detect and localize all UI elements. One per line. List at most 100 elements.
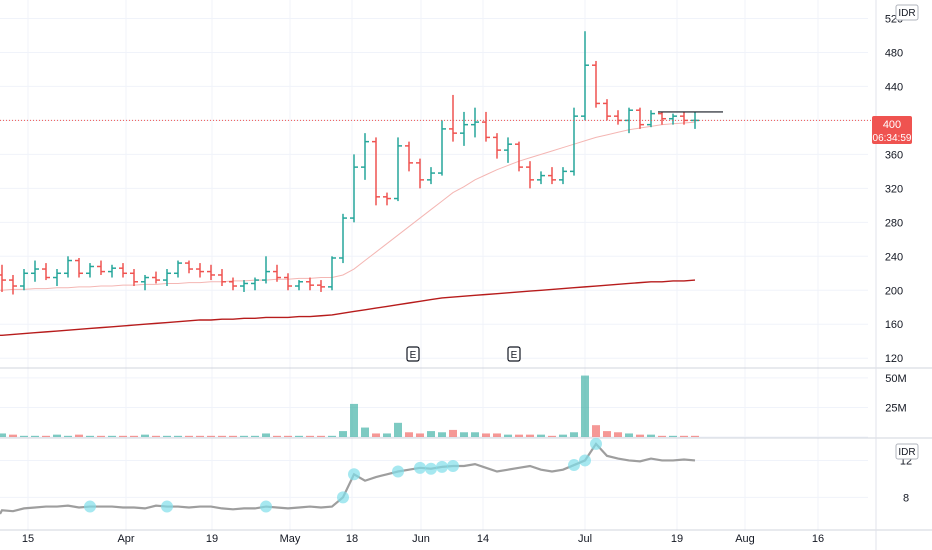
volume-bar — [306, 435, 314, 437]
price-bar — [416, 158, 424, 189]
price-bar — [75, 257, 83, 278]
earnings-marker[interactable]: E — [507, 346, 521, 362]
volume-bar — [251, 435, 259, 437]
volume-tick-label: 25M — [885, 402, 906, 414]
volume-bar — [405, 432, 413, 437]
volume-bar — [42, 435, 50, 437]
price-tick-label: 120 — [885, 353, 903, 365]
indicator-tick-label: 8 — [903, 492, 909, 504]
price-bar — [614, 110, 622, 125]
volume-bar — [658, 435, 666, 437]
moving-average-long — [0, 279, 696, 336]
time-tick-label: Aug — [735, 533, 755, 545]
volume-bar — [53, 434, 61, 437]
currency-badge[interactable]: IDR — [895, 4, 919, 21]
indicator-signal-marker — [425, 462, 437, 475]
last-price-label: 400 06:34:59 — [872, 116, 912, 144]
volume-bar — [361, 427, 369, 437]
volume-bar — [504, 434, 512, 437]
price-tick-label: 480 — [885, 47, 903, 59]
volume-bar — [570, 432, 578, 437]
price-bar — [449, 94, 457, 142]
volume-bar — [97, 435, 105, 437]
volume-bar — [460, 432, 468, 437]
ma-short-line — [0, 121, 696, 291]
volume-bar — [152, 435, 160, 437]
volume-bar — [669, 435, 677, 437]
indicator-signal-marker — [447, 459, 459, 472]
time-tick-label: Jun — [412, 533, 430, 545]
price-bar — [537, 171, 545, 185]
time-tick-label: Jul — [578, 533, 592, 545]
price-bar — [295, 280, 303, 291]
volume-bar — [416, 433, 424, 437]
volume-bar — [317, 435, 325, 437]
price-bar — [273, 264, 281, 282]
price-bar — [658, 111, 666, 125]
indicator-signal-marker — [590, 437, 602, 450]
volume-bar — [482, 433, 490, 437]
volume-bar — [548, 435, 556, 437]
price-bar — [636, 107, 644, 129]
price-bar — [31, 260, 39, 282]
volume-bar — [471, 432, 479, 437]
indicator-currency-badge[interactable]: IDR — [895, 443, 919, 460]
price-bar — [570, 107, 578, 176]
price-bar — [152, 271, 160, 284]
indicator-pane — [0, 437, 696, 515]
volume-bar — [372, 433, 380, 437]
svg-text:E: E — [511, 350, 518, 361]
price-bar — [691, 111, 699, 129]
time-tick-label: 19 — [671, 533, 683, 545]
volume-bar — [31, 435, 39, 437]
price-bar — [306, 277, 314, 291]
price-bar — [427, 167, 435, 185]
volume-bars — [0, 375, 699, 437]
volume-bar — [383, 433, 391, 437]
volume-bar — [636, 434, 644, 437]
last-price-value: 400 — [883, 119, 901, 131]
price-bar — [647, 110, 655, 128]
price-bar — [163, 269, 171, 287]
price-bar — [141, 274, 149, 291]
price-bar — [482, 111, 490, 142]
earnings-marker[interactable]: E — [406, 346, 420, 362]
volume-bar — [515, 434, 523, 437]
volume-bar — [207, 435, 215, 437]
price-bar — [229, 277, 237, 291]
volume-bar — [526, 434, 534, 437]
price-bar — [592, 60, 600, 108]
indicator-signal-marker — [579, 454, 591, 467]
price-tick-label: 160 — [885, 319, 903, 331]
time-axis[interactable]: 15 Apr 19 May 18 Jun 14 Jul 19 Aug 16 — [22, 533, 824, 545]
price-bar — [86, 263, 94, 278]
svg-text:E: E — [410, 350, 417, 361]
price-bar — [53, 269, 61, 287]
volume-bar — [262, 433, 270, 437]
price-bar — [559, 167, 567, 185]
grid — [0, 0, 868, 530]
svg-text:IDR: IDR — [898, 8, 915, 19]
volume-bar — [141, 434, 149, 437]
price-bar — [350, 154, 358, 223]
time-tick-label: 15 — [22, 533, 34, 545]
moving-average-short — [0, 121, 696, 291]
price-bar — [548, 167, 556, 185]
time-tick-label: 16 — [812, 533, 824, 545]
price-bar — [438, 120, 446, 176]
price-bar — [526, 161, 534, 189]
volume-axis: 50M 25M — [885, 373, 906, 415]
volume-bar — [229, 435, 237, 437]
volume-bar — [438, 432, 446, 437]
price-bar — [460, 111, 468, 146]
indicator-signal-marker — [260, 500, 272, 513]
price-bar — [262, 256, 270, 284]
volume-bar — [559, 434, 567, 437]
price-bar — [0, 264, 6, 292]
indicator-signal-marker — [436, 460, 448, 473]
volume-bar — [130, 435, 138, 437]
